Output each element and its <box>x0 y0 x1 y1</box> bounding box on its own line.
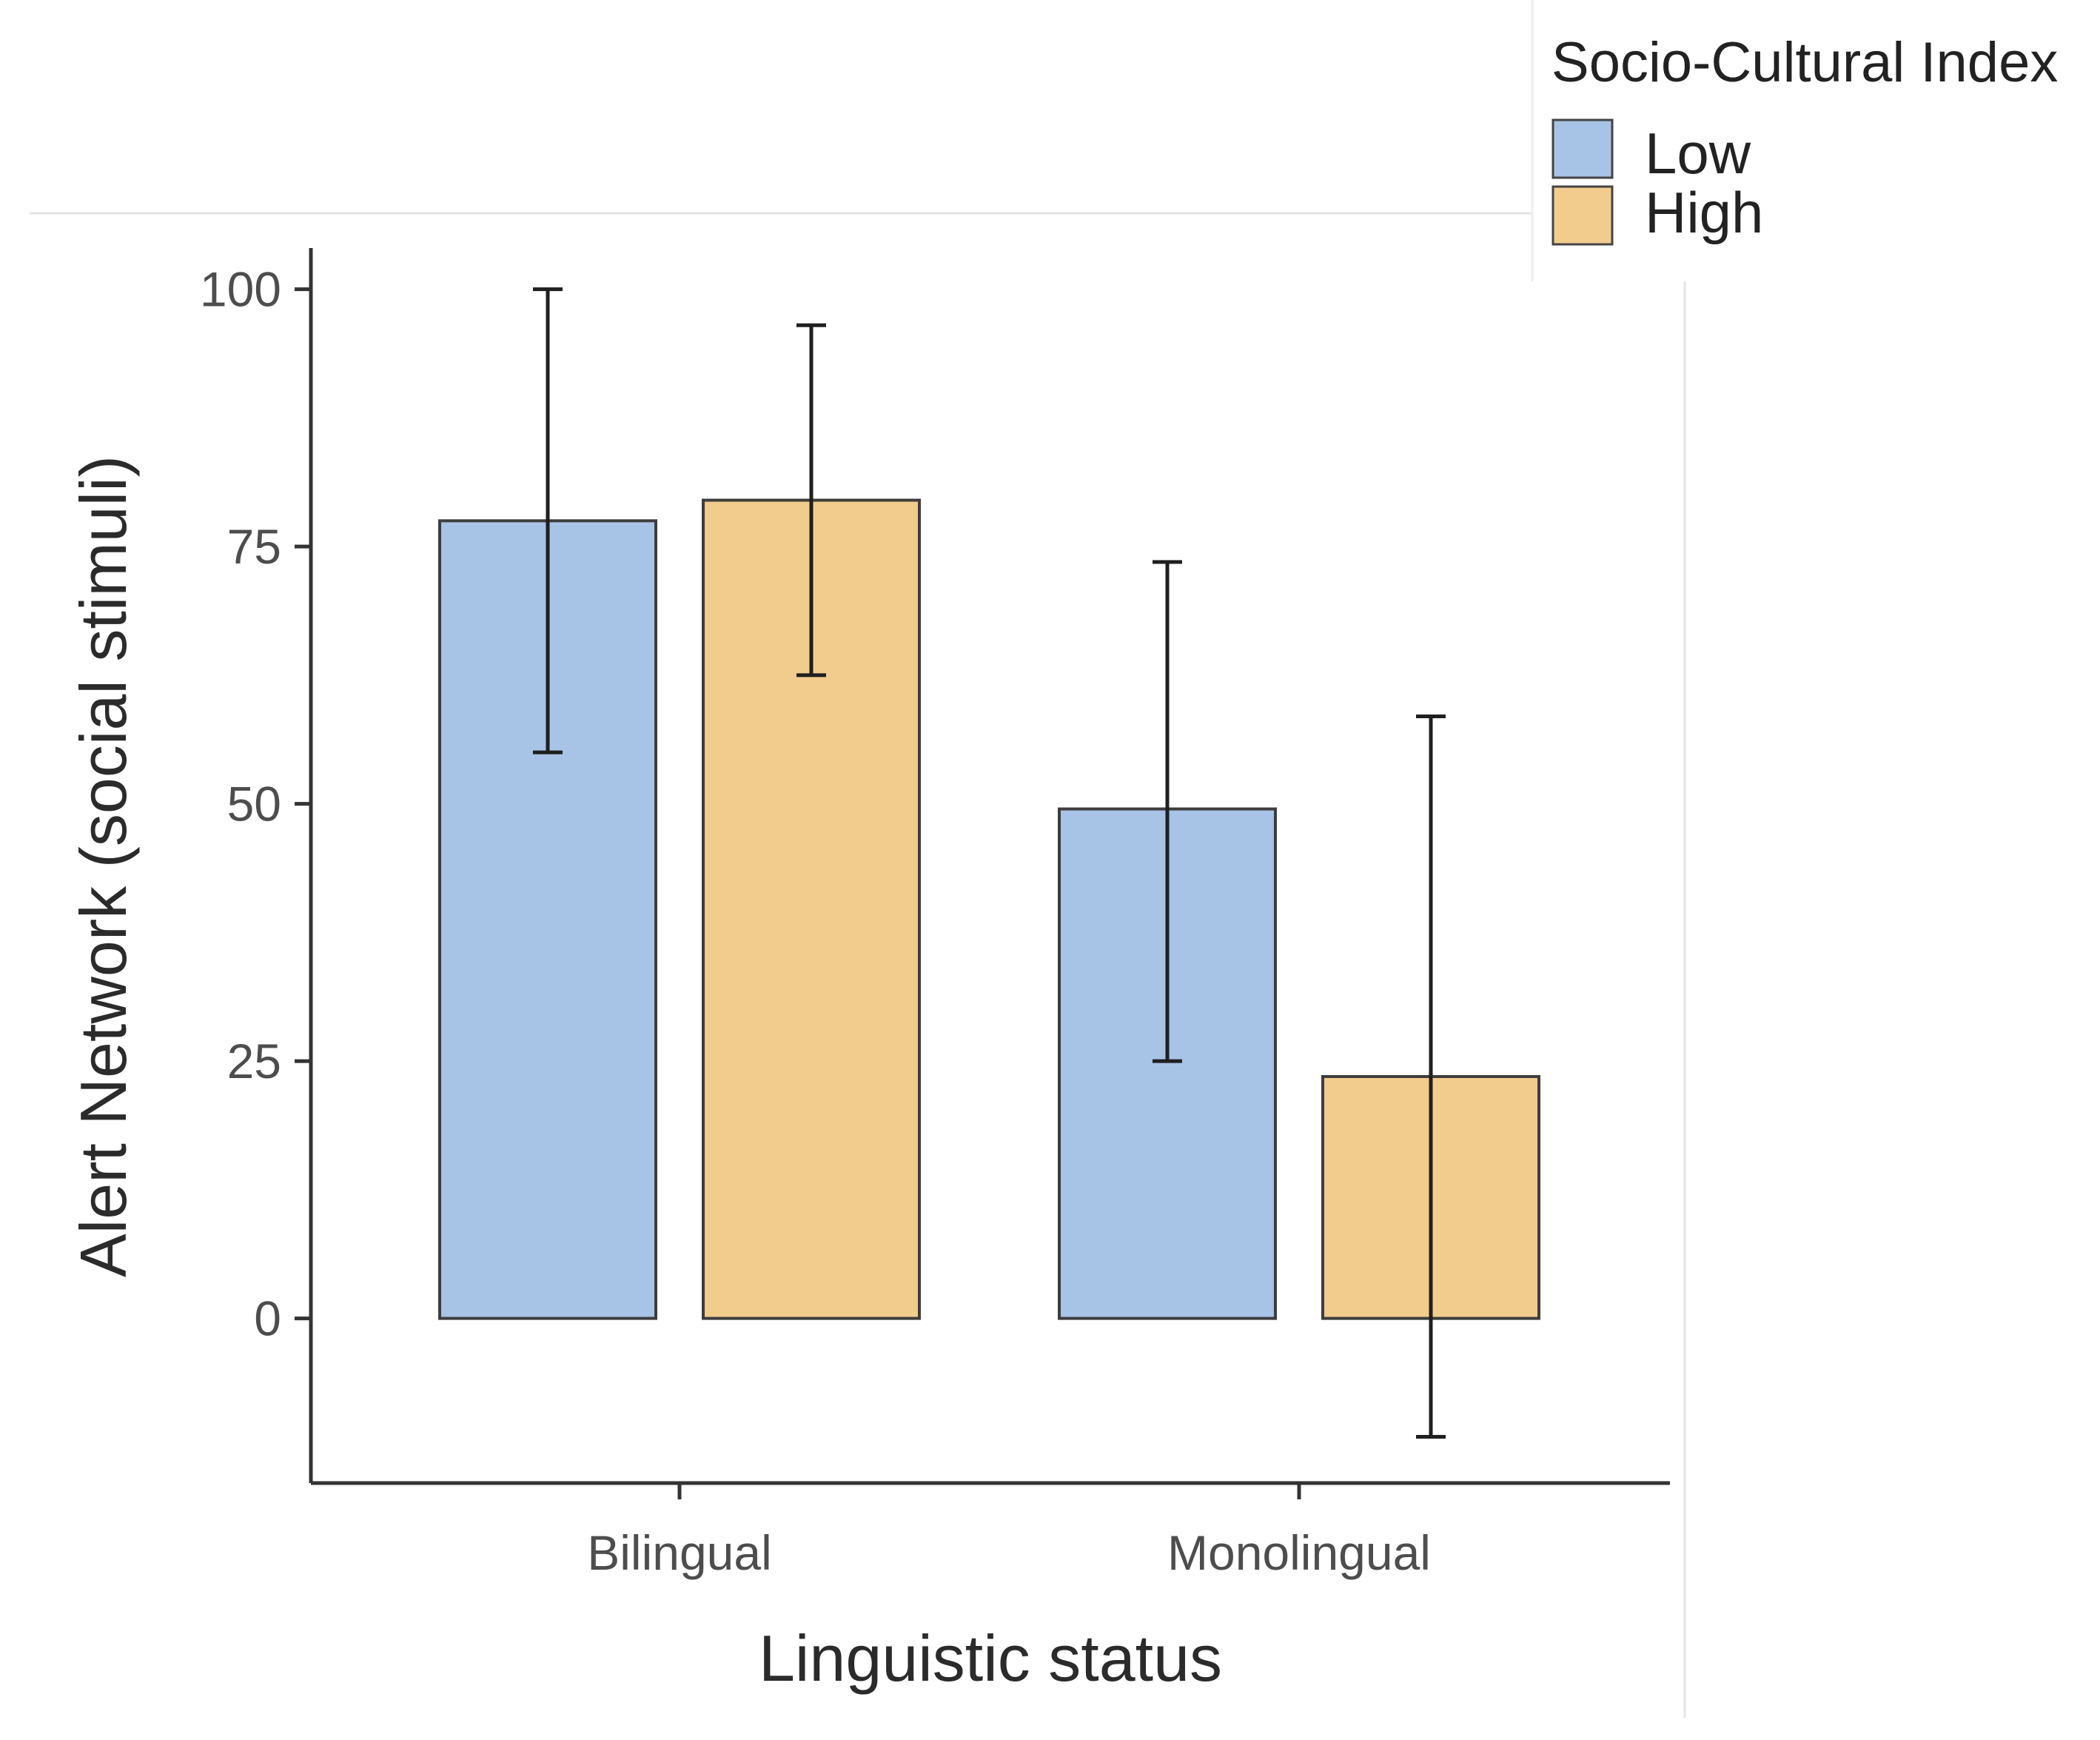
y-axis-title: Alert Network (social stimuli) <box>67 455 140 1277</box>
plot-area: 0 25 50 75 100 Bilingual Monolingual <box>200 262 1540 1580</box>
legend: Socio-Cultural Index Low High <box>1551 31 2058 246</box>
legend-label-high: High <box>1645 180 1763 245</box>
y-tick-label-25: 25 <box>227 1034 281 1088</box>
legend-swatch-high <box>1551 185 1614 246</box>
legend-label-low: Low <box>1645 121 1751 186</box>
x-tick-label-monolingual: Monolingual <box>1167 1525 1431 1580</box>
y-tick-label-75: 75 <box>227 519 281 574</box>
x-tick-label-bilingual: Bilingual <box>587 1525 772 1580</box>
legend-swatch-low <box>1551 118 1614 179</box>
x-axis-title: Linguistic status <box>759 1622 1222 1695</box>
y-tick-label-0: 0 <box>254 1291 281 1346</box>
legend-title: Socio-Cultural Index <box>1551 31 2058 94</box>
y-tick-label-100: 100 <box>200 262 281 317</box>
bar-bilingual-high <box>702 498 921 1320</box>
y-tick-label-50: 50 <box>227 777 281 831</box>
